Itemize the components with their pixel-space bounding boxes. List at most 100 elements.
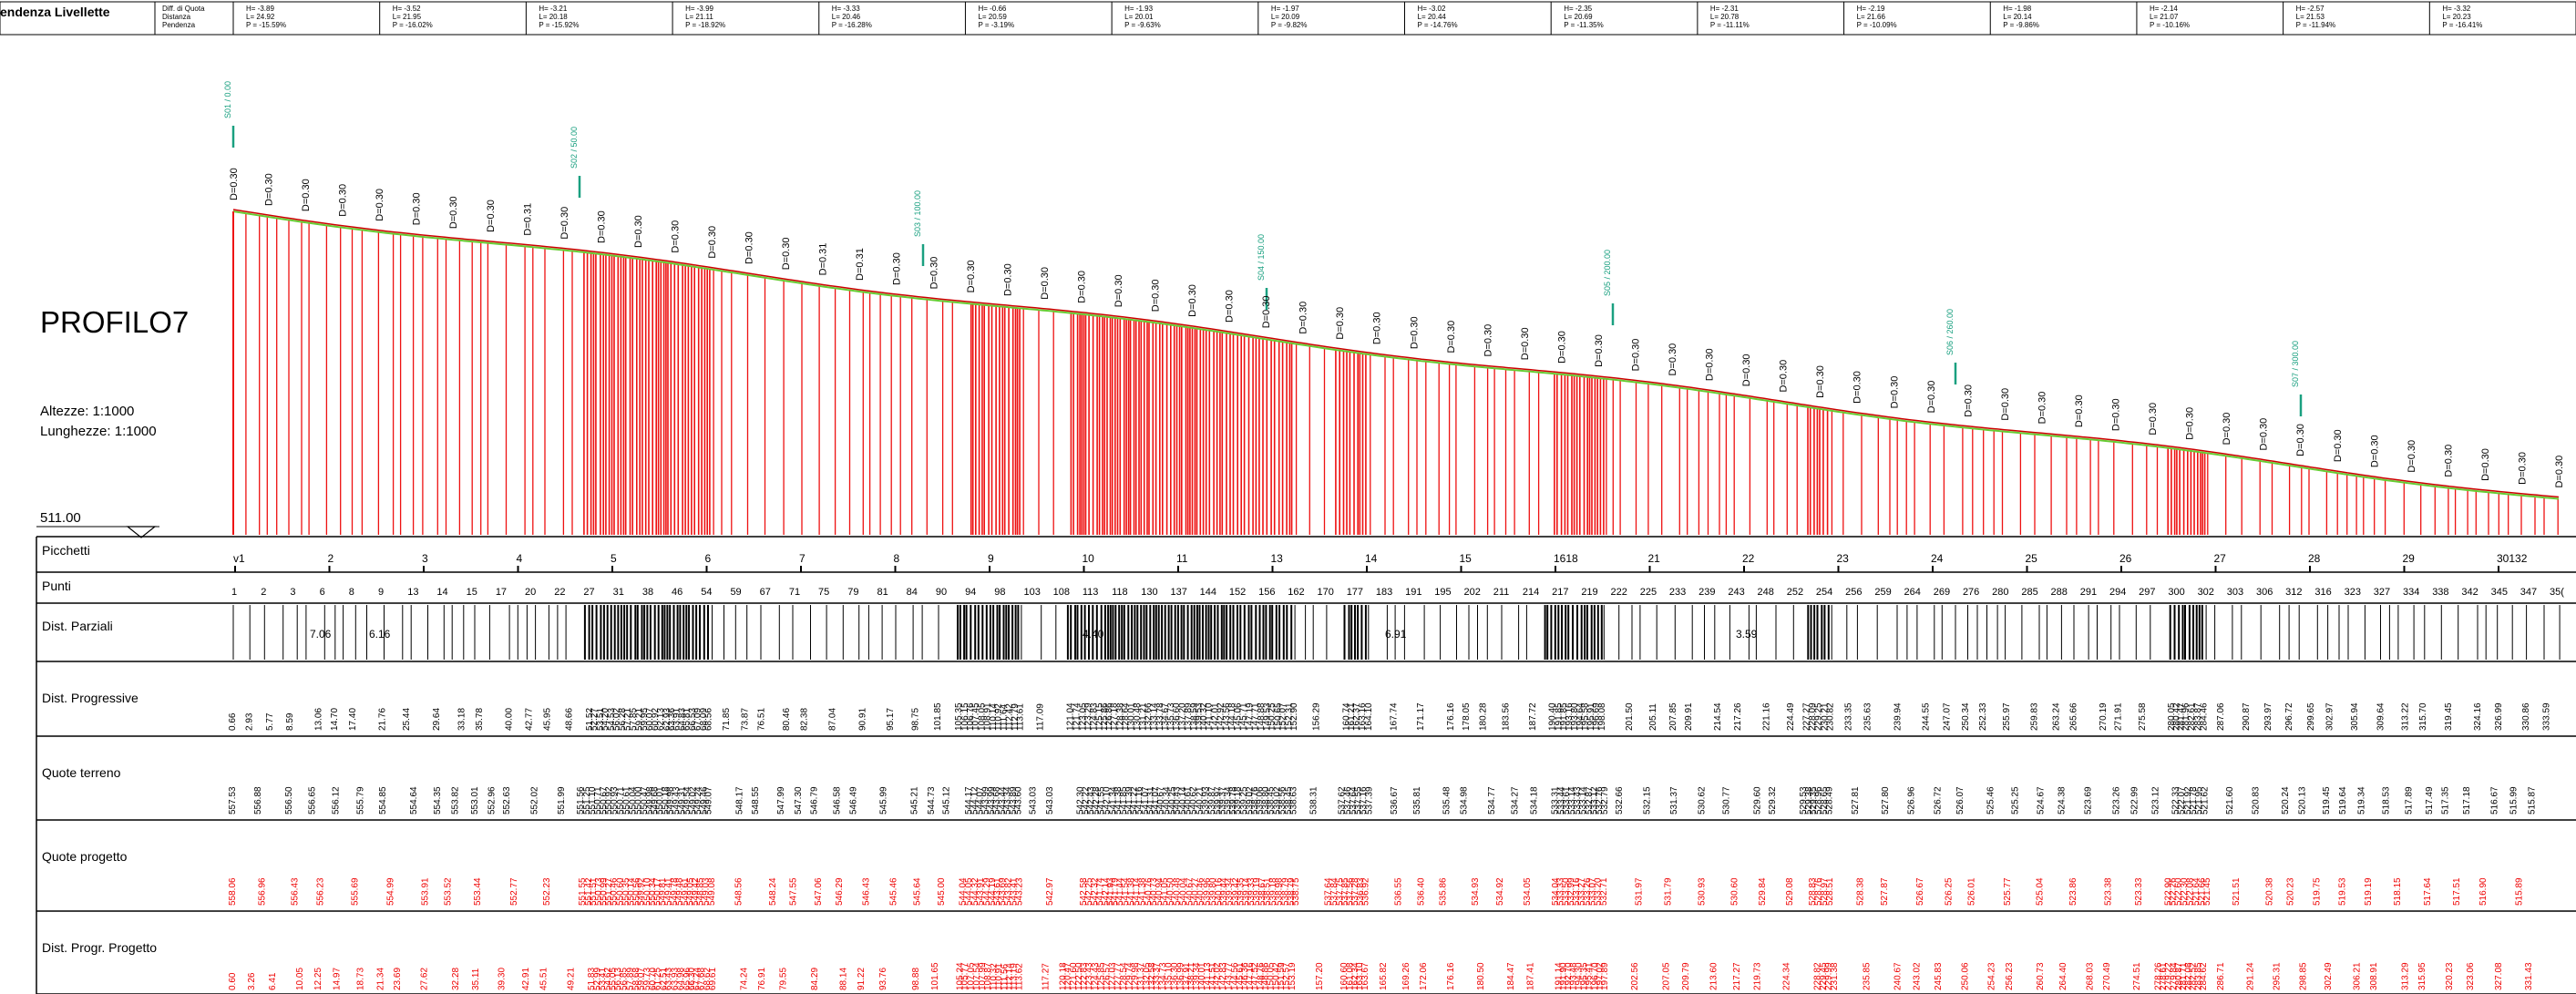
progressive-distance-value: 42.77 <box>525 708 535 731</box>
progressive-distance-value: 17.40 <box>348 708 358 731</box>
terrain-elevation-value: 549.98 <box>645 786 655 815</box>
depth-label: D=0.30 <box>1372 312 1383 344</box>
progressive-distance-value: 64.83 <box>678 708 688 731</box>
project-elevation-value: 530.60 <box>1730 877 1740 906</box>
progressive-distance-value: 112.79 <box>1011 703 1021 731</box>
punto-label: 183 <box>1376 587 1392 598</box>
terrain-elevation-value: 542.22 <box>1082 786 1092 815</box>
project-elevation-value: 543.69 <box>998 877 1008 906</box>
project-elevation-value: 531.79 <box>1664 877 1674 906</box>
header-cell-text: P = -15.92% <box>539 21 579 29</box>
progressive-distance-value: 265.66 <box>2069 702 2079 731</box>
project-elevation-value: 540.27 <box>1190 877 1200 906</box>
punto-label: 31 <box>613 587 624 598</box>
project-distance-value: 76.91 <box>757 968 767 990</box>
progressive-distance-value: 152.90 <box>1289 702 1299 731</box>
project-distance-value: 113.62 <box>1014 963 1024 990</box>
picchetto-label: 26 <box>2119 552 2132 565</box>
project-distance-value: 59.73 <box>642 968 652 990</box>
project-distance-value: 284.62 <box>2199 962 2209 990</box>
terrain-elevation-value: 522.99 <box>2130 786 2140 815</box>
terrain-elevation-value: 526.72 <box>1933 786 1943 815</box>
depth-label: D=0.30 <box>1779 360 1790 393</box>
progressive-distance-value: 132.66 <box>1144 702 1154 731</box>
depth-label: D=0.30 <box>1705 348 1716 381</box>
punto-label: 222 <box>1611 587 1627 598</box>
progressive-distance-value: 263.24 <box>2051 702 2061 731</box>
project-distance-value: 107.54 <box>972 962 982 990</box>
terrain-elevation-value: 538.56 <box>1278 786 1288 815</box>
project-elevation-value: 539.96 <box>1203 877 1213 906</box>
progressive-distance-value: 108.05 <box>978 702 988 731</box>
punto-label: 108 <box>1053 587 1070 598</box>
progressive-distance-value: 271.91 <box>2114 702 2124 731</box>
project-elevation-value: 539.18 <box>1268 877 1278 906</box>
depth-label: D=0.30 <box>1483 324 1493 357</box>
punto-label: 280 <box>1992 587 2008 598</box>
depth-label: D=0.30 <box>596 210 607 243</box>
progressive-distance-value: 131.21 <box>1138 702 1148 731</box>
project-elevation-value: 522.60 <box>2174 877 2184 906</box>
progressive-distance-value: 107.45 <box>971 702 981 731</box>
project-distance-value: 193.48 <box>1568 962 1578 990</box>
project-distance-value: 52.99 <box>593 968 603 990</box>
punto-label: 248 <box>1758 587 1774 598</box>
project-distance-value: 150.05 <box>1266 962 1276 990</box>
terrain-elevation-value: 519.45 <box>2322 786 2332 815</box>
terrain-elevation-value: 532.76 <box>1595 786 1605 815</box>
project-distance-value: 58.68 <box>631 968 641 990</box>
project-elevation-value: 544.19 <box>988 877 998 906</box>
project-distance-value: 256.23 <box>2005 962 2015 990</box>
picchetto-label: 28 <box>2308 552 2321 565</box>
progressive-distance-value: 48.66 <box>565 708 575 731</box>
progressive-distance-value: 163.16 <box>1358 702 1368 731</box>
project-elevation-value: 540.73 <box>1149 877 1159 906</box>
progressive-distance-value: 90.91 <box>858 708 868 731</box>
project-elevation-value: 519.75 <box>2313 877 2323 906</box>
progressive-distance-value: 76.51 <box>757 708 767 731</box>
row-label-dist-progr-progetto: Dist. Progr. Progetto <box>42 940 157 955</box>
terrain-elevation-value: 533.61 <box>1562 786 1572 815</box>
project-distance-value: 197.89 <box>1600 962 1610 990</box>
project-elevation-value: 534.92 <box>1495 877 1505 906</box>
terrain-elevation-value: 554.35 <box>433 786 443 815</box>
terrain-elevation-value: 545.21 <box>910 786 920 815</box>
punto-label: 90 <box>936 587 947 598</box>
project-distance-value: 313.29 <box>2401 962 2411 990</box>
project-elevation-value: 537.85 <box>1340 877 1350 906</box>
progressive-distance-value: 255.97 <box>2002 702 2012 731</box>
project-elevation-value: 523.38 <box>2104 877 2114 906</box>
depth-label: D=0.30 <box>2259 418 2270 451</box>
project-distance-value: 280.87 <box>2174 962 2184 990</box>
progressive-distance-value: 224.49 <box>1786 702 1796 731</box>
header-legend-text: Distanza <box>162 13 191 21</box>
project-elevation-value: 515.89 <box>2515 877 2525 906</box>
project-elevation-value: 538.51 <box>1262 877 1272 906</box>
project-elevation-value: 536.92 <box>1360 877 1370 906</box>
terrain-elevation-value: 533.31 <box>1551 786 1561 815</box>
progressive-distance-value: 63.91 <box>672 708 682 731</box>
header-cell-text: H= -2.31 <box>1710 5 1739 13</box>
project-distance-value: 112.14 <box>1004 963 1014 990</box>
punto-label: 113 <box>1083 587 1099 598</box>
progressive-distance-value: 205.11 <box>1648 703 1658 731</box>
project-distance-value: 27.62 <box>420 968 430 990</box>
project-distance-value: 219.73 <box>1752 962 1762 990</box>
progressive-distance-value: 147.19 <box>1245 702 1255 731</box>
header-cell-text: P = -3.19% <box>978 21 1014 29</box>
project-elevation-value: 542.97 <box>1045 877 1055 906</box>
project-elevation-value: 528.83 <box>1808 877 1818 906</box>
depth-label: D=0.30 <box>229 168 240 200</box>
project-distance-value: 107.05 <box>966 962 976 990</box>
progressive-distance-value: 293.97 <box>2263 702 2273 731</box>
depth-label: D=0.30 <box>670 220 681 253</box>
punto-label: 98 <box>994 587 1005 598</box>
project-distance-value: 270.49 <box>2102 962 2112 990</box>
terrain-elevation-value: 545.99 <box>879 786 889 815</box>
terrain-elevation-value: 537.55 <box>1354 786 1364 815</box>
header-cell-text: P = -16.28% <box>832 21 872 29</box>
progressive-distance-value: 176.16 <box>1446 702 1456 731</box>
terrain-elevation-value: 541.55 <box>1096 786 1106 815</box>
project-distance-value: 195.35 <box>1579 962 1589 990</box>
header-cell-text: L= 21.66 <box>1857 13 1886 21</box>
